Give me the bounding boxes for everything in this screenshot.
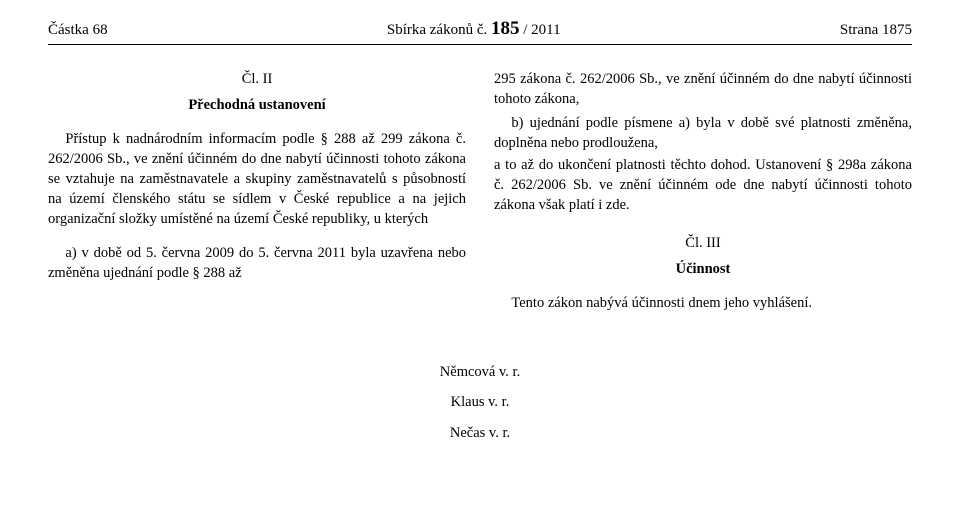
header-right: Strana 1875	[840, 22, 912, 39]
signature-1: Němcová v. r.	[48, 357, 912, 387]
header-center-num: 185	[491, 18, 520, 39]
right-paragraph-2: a to až do ukončení platnosti těchto doh…	[494, 155, 912, 215]
article-2-title: Přechodná ustanovení	[48, 95, 466, 115]
article-3-title: Účinnost	[494, 259, 912, 279]
left-item-a: a) v době od 5. června 2009 do 5. června…	[48, 243, 466, 283]
page-header: Částka 68 Sbírka zákonů č. 185 / 2011 St…	[48, 18, 912, 45]
right-item-b: b) ujednání podle písmene a) byla v době…	[494, 113, 912, 153]
signature-2: Klaus v. r.	[48, 387, 912, 417]
right-paragraph-1-continuation: 295 zákona č. 262/2006 Sb., ve znění úči…	[494, 69, 912, 109]
header-center-suffix: / 2011	[520, 22, 561, 38]
article-3-head: Čl. III	[494, 233, 912, 253]
signature-3: Nečas v. r.	[48, 418, 912, 448]
left-column: Čl. II Přechodná ustanovení Přístup k na…	[48, 69, 466, 317]
article-2-head: Čl. II	[48, 69, 466, 89]
header-center: Sbírka zákonů č. 185 / 2011	[387, 18, 561, 40]
header-left: Částka 68	[48, 22, 108, 39]
signatures-block: Němcová v. r. Klaus v. r. Nečas v. r.	[48, 357, 912, 448]
body-columns: Čl. II Přechodná ustanovení Přístup k na…	[48, 69, 912, 317]
right-paragraph-3: Tento zákon nabývá účinnosti dnem jeho v…	[494, 293, 912, 313]
right-column: 295 zákona č. 262/2006 Sb., ve znění úči…	[494, 69, 912, 317]
left-paragraph-1: Přístup k nadnárodním informacím podle §…	[48, 129, 466, 229]
header-center-prefix: Sbírka zákonů č.	[387, 22, 491, 38]
